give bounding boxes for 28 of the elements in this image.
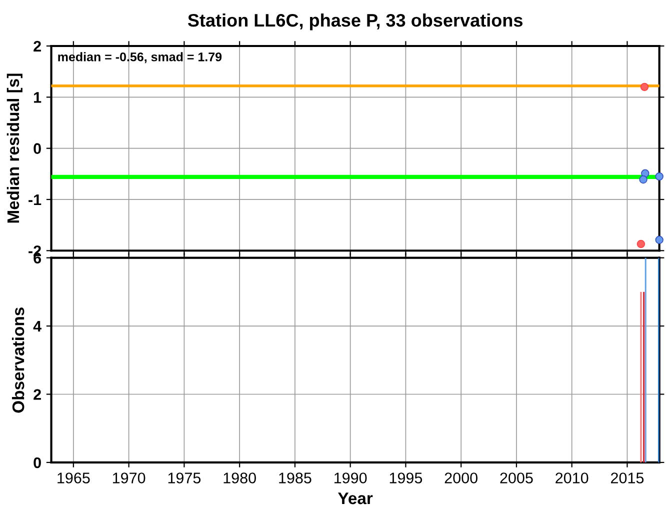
x-tick-label: 1975	[168, 472, 201, 484]
y-tick-label: 4	[33, 321, 42, 332]
y-axis-title: Observations	[12, 308, 24, 413]
x-tick-label: 2005	[500, 472, 533, 484]
y-tick-label: 2	[34, 40, 41, 52]
x-tick-label: 2000	[444, 472, 478, 484]
point	[636, 240, 646, 248]
x-tick-label: 2010	[556, 472, 588, 484]
y-tick-label: -1	[28, 194, 42, 206]
point	[655, 172, 664, 181]
x-tick-label: 1995	[390, 472, 422, 484]
x-tick-label: 1965	[58, 472, 90, 484]
x-tick-label: 1990	[334, 472, 367, 484]
y-tick-label: 0	[34, 143, 41, 154]
point	[640, 82, 649, 92]
x-axis-title: Year	[338, 492, 373, 504]
x-tick-label: 1985	[279, 472, 312, 484]
annotation: median = -0.56, smad = 1.79	[58, 52, 222, 64]
x-tick-label: 2015	[610, 472, 644, 484]
x-tick-label: 1980	[224, 472, 256, 484]
x-tick-label: 1970	[112, 472, 146, 484]
chart-title: Station LL6C, phase P, 33 observations	[188, 13, 522, 30]
y-tick-label: 1	[34, 92, 42, 103]
y-tick-label: 2	[34, 389, 41, 400]
point	[639, 175, 648, 184]
y-tick-label: 0	[34, 457, 41, 468]
y-axis-title: Median residual [s]	[6, 74, 22, 223]
point	[655, 236, 664, 244]
